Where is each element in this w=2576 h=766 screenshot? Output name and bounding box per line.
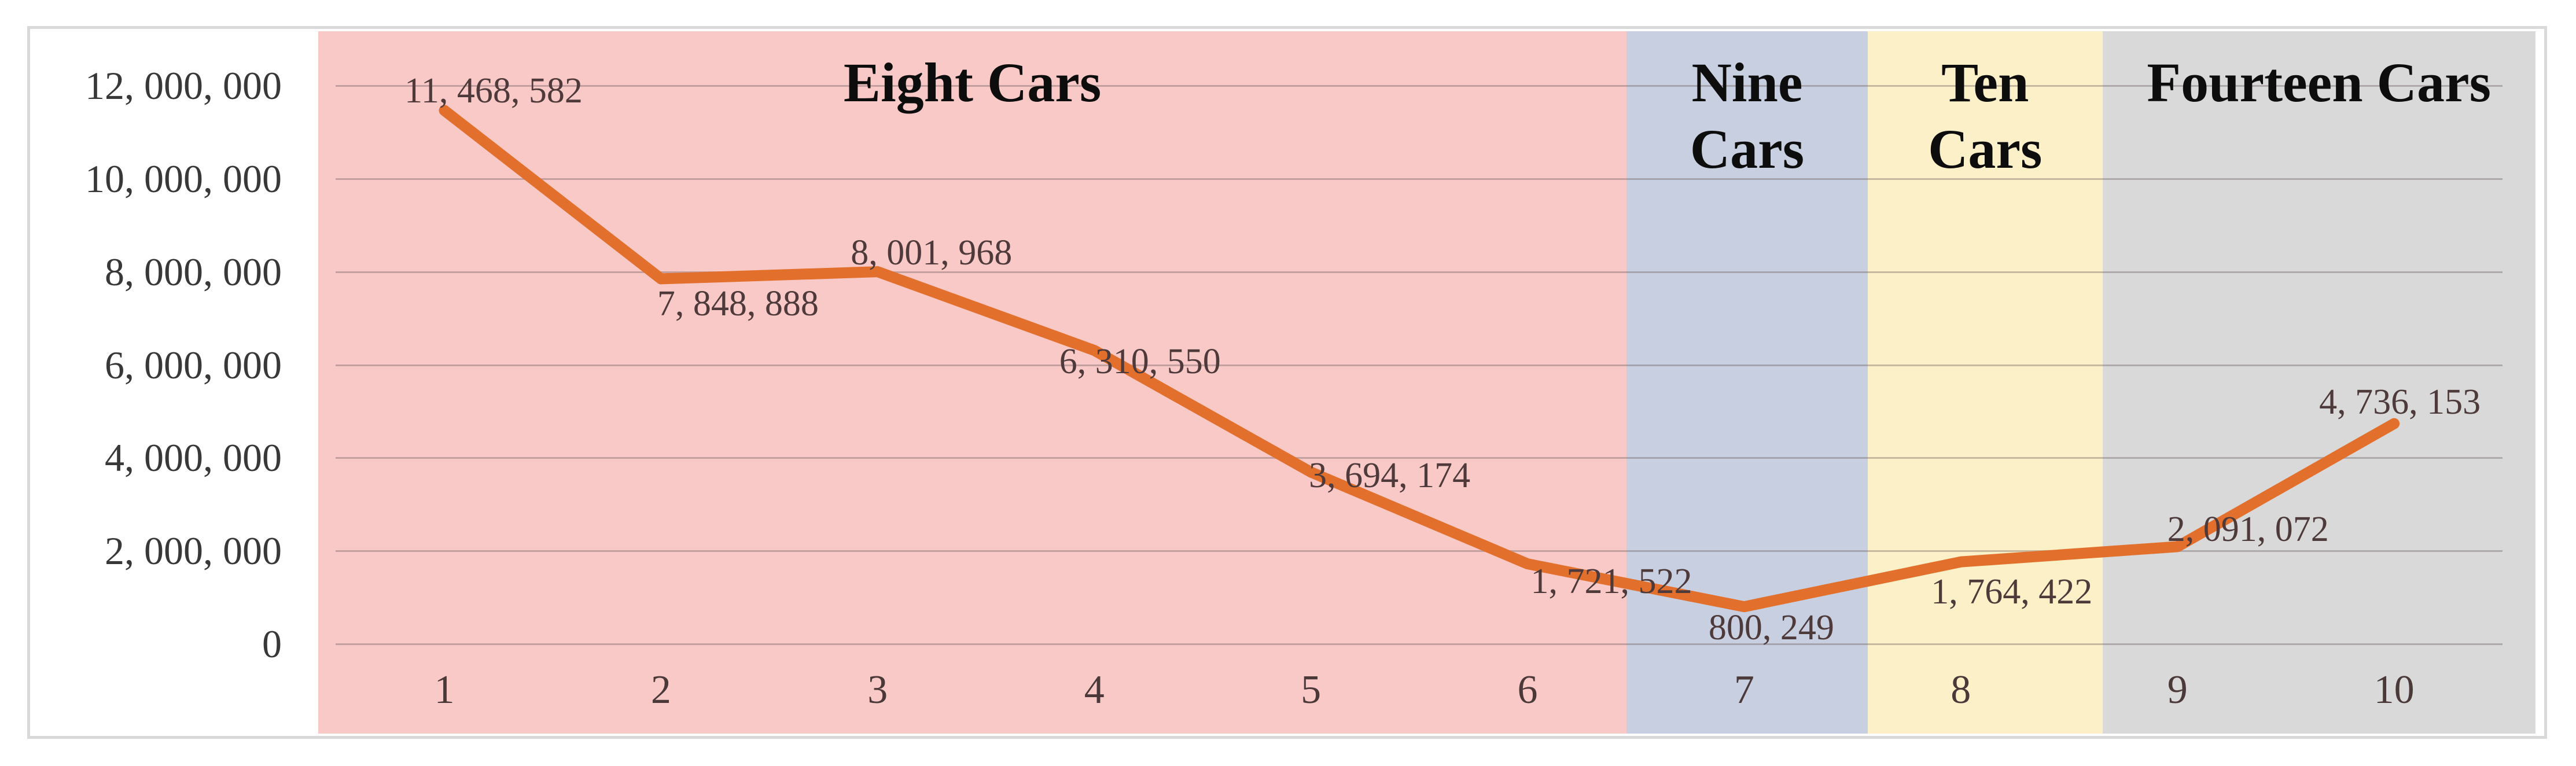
data-point-label-7: 800, 249 (1708, 607, 1834, 647)
chart-plot-frame: Eight Cars Nine Cars Ten Cars Fourteen Cars 1… (27, 26, 2547, 739)
x-axis-tick-label: 10 (2373, 668, 2415, 712)
data-point-label-10: 4, 736, 153 (2319, 382, 2481, 422)
region-title-eight-cars: Eight Cars (318, 49, 1626, 116)
gridline-8000000 (336, 271, 2503, 273)
y-axis-tick-label: 12, 000, 000 (85, 64, 282, 108)
region-title-line: Nine (1691, 51, 1803, 113)
gridline-12000000 (336, 85, 2503, 87)
data-point-label-4: 6, 310, 550 (1059, 341, 1221, 381)
gridline-2000000 (336, 550, 2503, 553)
data-point-label-1: 11, 468, 582 (404, 71, 583, 111)
y-axis-tick-label: 4, 000, 000 (105, 436, 282, 480)
region-band-eight-cars (318, 31, 1627, 734)
data-point-label-8: 1, 764, 422 (1931, 572, 2093, 612)
y-axis-tick-label: 10, 000, 000 (85, 157, 282, 201)
gridline-0 (336, 643, 2503, 645)
y-axis-tick-label: 8, 000, 000 (105, 249, 282, 294)
data-point-label-5: 3, 694, 174 (1309, 455, 1471, 495)
x-axis-tick-label: 4 (1084, 668, 1105, 712)
x-axis-tick-label: 6 (1517, 668, 1538, 712)
data-point-label-9: 2, 091, 072 (2167, 509, 2329, 549)
y-axis-tick-label: 6, 000, 000 (105, 343, 282, 387)
x-axis-tick-label: 8 (1951, 668, 1971, 712)
region-title-line: Cars (1690, 118, 1805, 180)
x-axis-tick-label: 5 (1301, 668, 1322, 712)
x-axis-tick-label: 1 (434, 668, 455, 712)
y-axis-tick-label: 2, 000, 000 (105, 529, 282, 573)
region-title-line: Fourteen Cars (2147, 51, 2491, 113)
data-point-label-2: 7, 848, 888 (657, 283, 819, 323)
region-title-line: Cars (1928, 118, 2043, 180)
y-axis-tick-label: 0 (262, 622, 282, 666)
region-title-nine-cars: Nine Cars (1626, 49, 1868, 182)
region-title-line: Eight Cars (843, 51, 1102, 113)
x-axis-tick-label: 2 (650, 668, 671, 712)
data-point-label-6: 1, 721, 522 (1530, 561, 1692, 601)
x-axis-tick-label: 7 (1734, 668, 1754, 712)
x-axis-tick-label: 9 (2167, 668, 2188, 712)
gridline-6000000 (336, 364, 2503, 366)
gridline-10000000 (336, 178, 2503, 180)
region-title-line: Ten (1941, 51, 2029, 113)
region-title-ten-cars: Ten Cars (1868, 49, 2103, 182)
region-title-fourteen-cars: Fourteen Cars (2103, 49, 2535, 116)
data-point-label-3: 8, 001, 968 (851, 233, 1013, 272)
x-axis-tick-label: 3 (867, 668, 888, 712)
